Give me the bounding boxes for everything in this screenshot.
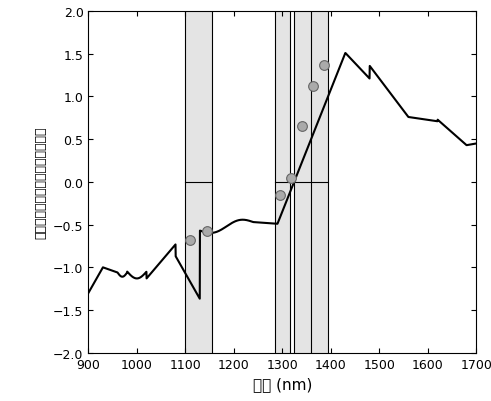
- Bar: [311, 12, 328, 353]
- Bar: [186, 12, 212, 353]
- X-axis label: 波长 (nm): 波长 (nm): [253, 376, 312, 391]
- Bar: [295, 12, 311, 353]
- Bar: [275, 12, 290, 353]
- Y-axis label: 标准变量变换后近红外光谱响应值: 标准变量变换后近红外光谱响应值: [34, 126, 48, 239]
